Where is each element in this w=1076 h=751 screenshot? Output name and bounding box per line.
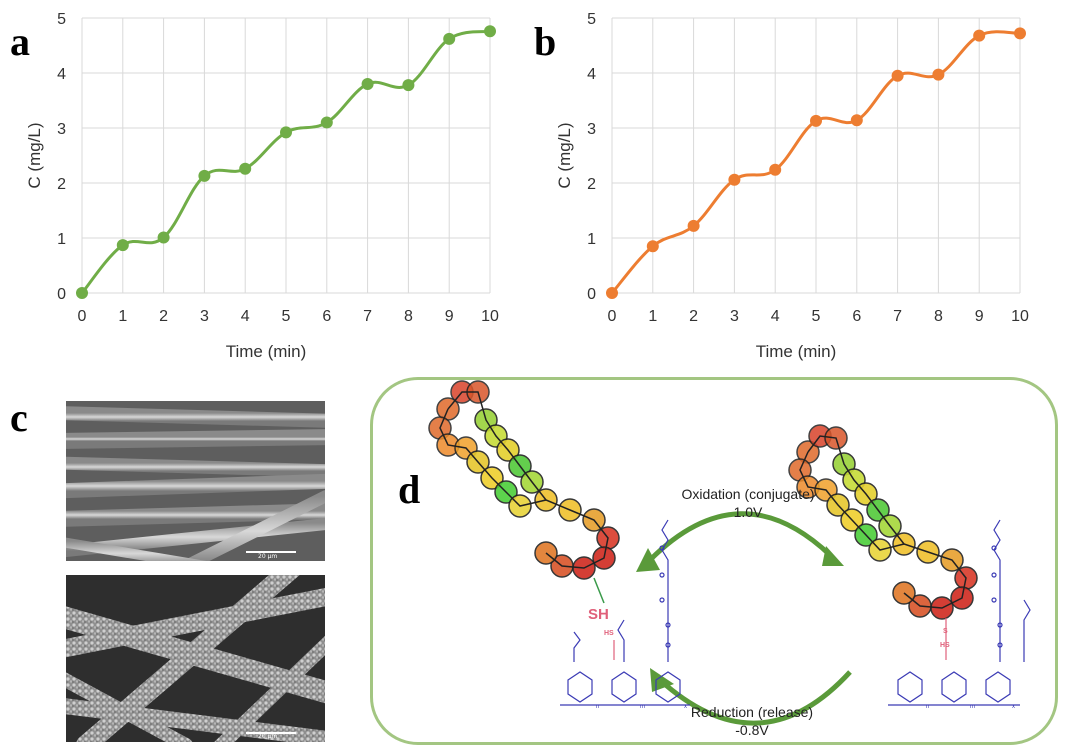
reduction-label: Reduction (release): [672, 704, 832, 720]
chart-b-point-9: [973, 30, 985, 42]
chart-b-ytick-4: 4: [587, 66, 596, 83]
chart-b-ytick-3: 3: [587, 121, 596, 138]
chart-b-ytick-0: 0: [587, 286, 596, 303]
hs-label-left: HS: [604, 630, 614, 637]
chart-a-ytick-0: 0: [57, 286, 66, 303]
chart-a-point-4: [239, 163, 251, 175]
chart-a-ytick-2: 2: [57, 176, 66, 193]
chart-b-xtick-2: 2: [689, 308, 698, 325]
chart-b-xtick-9: 9: [975, 308, 984, 325]
chart-a-point-5: [280, 126, 292, 138]
sem-scale-top: 20 μm: [258, 553, 277, 560]
chart-b-point-8: [932, 69, 944, 81]
chart-a-xtick-0: 0: [78, 308, 87, 325]
sem-fibers-coated: [66, 575, 325, 742]
chart-a-ytick-3: 3: [57, 121, 66, 138]
diagram-frame: [370, 377, 1058, 745]
chart-a-point-1: [117, 239, 129, 251]
chart-b-xtick-3: 3: [730, 308, 739, 325]
sem-fibers-smooth: [66, 401, 325, 561]
chart-b-xtick-0: 0: [608, 308, 617, 325]
chart-b-ytick-5: 5: [587, 11, 596, 28]
chart-a-xtick-10: 10: [481, 308, 499, 325]
chart-b-point-3: [728, 174, 740, 186]
chart-a-xtick-3: 3: [200, 308, 209, 325]
chart-a-ytick-4: 4: [57, 66, 66, 83]
chart-b: 0 1 2 3 4 5 6 7 8 9 10 0 1 2 3 4 5 Time (min) C (mg/L): [530, 0, 1050, 370]
panel-label-c: c: [10, 398, 28, 438]
polymer-n-right: n: [926, 704, 929, 710]
chart-a-xtick-4: 4: [241, 308, 250, 325]
chart-b-point-6: [851, 114, 863, 126]
chart-b-xtick-1: 1: [648, 308, 657, 325]
oxidation-label: Oxidation (conjugate): [668, 486, 828, 502]
chart-b-point-7: [892, 70, 904, 82]
chart-a-point-2: [158, 231, 170, 243]
chart-b-ytick-1: 1: [587, 231, 596, 248]
chart-a-point-8: [402, 79, 414, 91]
chart-b-ylabel: C (mg/L): [555, 122, 574, 188]
chart-b-xtick-10: 10: [1011, 308, 1029, 325]
thiol-label: SH: [588, 606, 609, 623]
chart-a-point-3: [198, 170, 210, 182]
chart-b-xtick-5: 5: [812, 308, 821, 325]
chart-a-point-6: [321, 117, 333, 129]
chart-a-xtick-1: 1: [118, 308, 127, 325]
chart-b-ytick-2: 2: [587, 176, 596, 193]
chart-b-xtick-7: 7: [893, 308, 902, 325]
polymer-m-left: m: [640, 704, 645, 710]
chart-a-point-10: [484, 25, 496, 37]
polymer-n-left: n: [596, 704, 599, 710]
hs-label-right: HS: [940, 642, 950, 649]
chart-b-xtick-6: 6: [852, 308, 861, 325]
chart-b-xlabel: Time (min): [756, 342, 837, 361]
chart-a-xtick-2: 2: [159, 308, 168, 325]
chart-b-xtick-8: 8: [934, 308, 943, 325]
chart-b-point-4: [769, 164, 781, 176]
chart-b-point-2: [688, 220, 700, 232]
chart-a: 0 1 2 3 4 5 6 7 8 9 10 0 1 2 3 4 5 Time (min) C (mg/L): [0, 0, 520, 370]
chart-b-xtick-4: 4: [771, 308, 780, 325]
chart-a-xtick-7: 7: [363, 308, 372, 325]
chart-a-point-7: [362, 78, 374, 90]
chart-a-ylabel: C (mg/L): [25, 122, 44, 188]
sem-scale-bottom: 20 μm: [258, 733, 277, 740]
sem-image-pristine: 20 μm: [66, 401, 325, 561]
chart-a-xlabel: Time (min): [226, 342, 307, 361]
polymer-x-left: x: [684, 704, 687, 710]
reduction-voltage: -0.8V: [672, 722, 832, 738]
polymer-m-right: m: [970, 704, 975, 710]
sem-image-coated: 20 μm: [66, 575, 325, 742]
chart-a-point-9: [443, 33, 455, 45]
chart-a-point-0: [76, 287, 88, 299]
polymer-x-right: x: [1012, 704, 1015, 710]
s-label-right: S: [943, 628, 948, 635]
chart-b-point-0: [606, 287, 618, 299]
chart-b-point-5: [810, 115, 822, 127]
chart-b-point-1: [647, 240, 659, 252]
chart-a-ytick-5: 5: [57, 11, 66, 28]
oxidation-voltage: 1.0V: [668, 504, 828, 520]
chart-a-xtick-8: 8: [404, 308, 413, 325]
chart-a-xtick-5: 5: [282, 308, 291, 325]
chart-a-xtick-9: 9: [445, 308, 454, 325]
chart-a-ytick-1: 1: [57, 231, 66, 248]
chart-b-point-10: [1014, 27, 1026, 39]
chart-a-xtick-6: 6: [322, 308, 331, 325]
